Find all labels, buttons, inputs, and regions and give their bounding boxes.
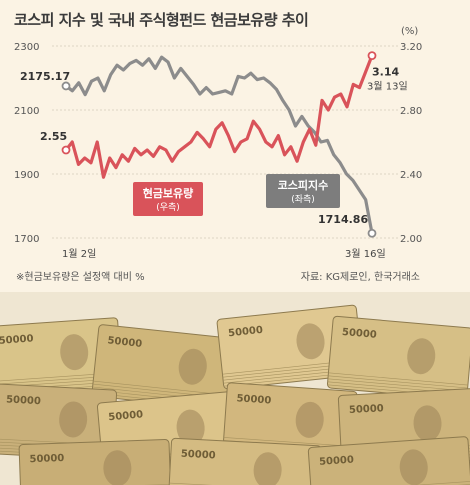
footnote: ※현금보유량은 설정액 대비 % (16, 272, 145, 283)
portrait-shape (103, 450, 132, 485)
right-tick-label: 2.00 (400, 234, 422, 245)
bundle-denomination: 50000 (108, 409, 144, 423)
line-chart: 2300 2100 1900 1700 3.20 2.80 2.40 2.00 (%) 현금… (14, 26, 422, 260)
chart-title: 코스피 지수 및 국내 주식형펀드 현금보유량 추이 (14, 11, 309, 29)
legend-kospi-box (266, 174, 340, 208)
grid-lines (52, 45, 398, 239)
right-tick-label: 3.20 (400, 42, 422, 53)
kospi-end-label: 1714.86 (318, 213, 368, 226)
series-end-point (367, 51, 377, 60)
bundle-edge-line (311, 481, 470, 485)
legend-cash-name: 현금보유량 (143, 186, 194, 200)
x-end-label: 3월 16일 (345, 248, 386, 260)
series-line (64, 55, 374, 179)
legend-kospi-name: 코스피지수 (278, 178, 329, 192)
left-tick-label: 2300 (14, 42, 39, 53)
bundle-denomination: 50000 (6, 394, 41, 407)
series-end-point (367, 228, 377, 238)
bundle-denomination: 50000 (181, 449, 216, 462)
left-axis-ticks: 2300 2100 1900 1700 (14, 42, 39, 245)
cash-end-label: 3.14 (372, 66, 399, 79)
left-tick-label: 1700 (14, 234, 39, 245)
bundle-edge-line (328, 372, 468, 386)
bundle-denomination: 50000 (236, 393, 272, 406)
bundle-edge-line (223, 437, 354, 447)
bundle-edge-line (328, 375, 468, 389)
bundle-denomination: 50000 (349, 403, 384, 416)
bundle-denomination: 50000 (107, 335, 143, 350)
bundle-denomination: 50000 (0, 333, 34, 346)
right-axis-ticks: 3.20 2.80 2.40 2.00 (400, 42, 422, 245)
portrait-shape (60, 334, 89, 371)
right-tick-label: 2.40 (400, 170, 422, 181)
portrait-shape (296, 323, 325, 360)
bundle-denomination: 50000 (29, 453, 64, 465)
bundle-denomination: 50000 (228, 325, 264, 340)
portrait-shape (295, 401, 324, 438)
cash-end-date-label: 3월 13일 (367, 81, 408, 93)
right-axis-unit: (%) (401, 26, 418, 37)
bundle-denomination: 50000 (319, 455, 355, 468)
banknote-bundle: 50000 (0, 383, 118, 461)
source-note: 자료: KG제로인, 한국거래소 (300, 272, 420, 283)
portrait-shape (407, 338, 436, 375)
bundle-edge-line (327, 378, 468, 392)
data-labels: 2175.17 1714.86 2.55 3.14 3월 13일 (20, 66, 408, 227)
x-axis-labels: 1월 2일 3월 16일 (62, 248, 386, 260)
banknote-bundles-photo: 50000 50000 50000 50000 50000 50000 50000 50000… (0, 292, 470, 485)
legend-boxes: 현금보유량 (우측) 코스피지수 (좌측) (133, 174, 340, 216)
cash-start-label: 2.55 (40, 130, 67, 143)
banknote-bundle: 50000 (326, 315, 470, 401)
banknote-bundle: 50000 (168, 437, 322, 485)
legend-cash-box (133, 182, 203, 216)
left-tick-label: 1900 (14, 170, 39, 181)
bundle-denomination: 50000 (342, 327, 378, 341)
series-line (65, 55, 374, 234)
series-start-point (61, 145, 71, 155)
series-kospi (61, 55, 377, 238)
x-start-label: 1월 2일 (62, 248, 96, 260)
portrait-shape (413, 405, 442, 442)
legend-kospi-axis: (좌측) (291, 194, 315, 205)
series-cash (61, 51, 377, 179)
portrait-shape (253, 452, 282, 485)
portrait-shape (59, 401, 88, 438)
left-tick-label: 2100 (14, 106, 39, 117)
bundle-body (168, 437, 322, 485)
portrait-shape (176, 409, 205, 446)
kospi-start-label: 2175.17 (20, 70, 70, 83)
series-start-point (61, 81, 71, 91)
banknote-bundle: 50000 (91, 324, 249, 412)
portrait-shape (399, 449, 428, 485)
bundle-edge-line (169, 482, 320, 485)
banknote-bundle: 50000 (18, 439, 172, 485)
legend-cash-axis: (우측) (156, 202, 180, 213)
portrait-shape (178, 348, 207, 385)
right-tick-label: 2.80 (400, 106, 422, 117)
